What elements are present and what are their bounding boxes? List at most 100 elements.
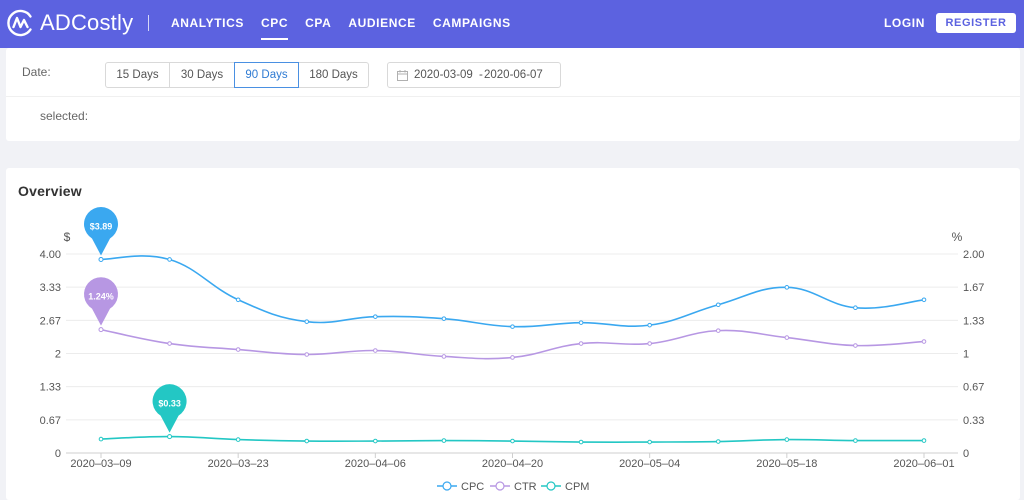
data-point-cpc xyxy=(373,314,378,319)
data-point-ctr xyxy=(373,348,378,353)
range-180-days-button[interactable]: 180 Days xyxy=(298,62,369,88)
date-range-buttons: 15 Days 30 Days 90 Days 180 Days xyxy=(105,62,369,88)
marker-point-cpc xyxy=(98,256,104,262)
x-tick-label: 2020–04–06 xyxy=(345,458,406,470)
data-point-ctr xyxy=(578,341,584,346)
y-left-unit-label: $ xyxy=(64,230,71,244)
data-point-ctr xyxy=(167,341,172,346)
x-tick-label: 2020–04–20 xyxy=(482,458,543,470)
data-point-cpm xyxy=(373,438,378,444)
data-point-cpc xyxy=(921,297,927,303)
marker-label-cpc: $3.89 xyxy=(90,221,113,231)
overview-title: Overview xyxy=(18,183,82,199)
calendar-icon xyxy=(397,70,408,81)
legend-symbol-cpm xyxy=(546,481,556,491)
nav-item-analytics[interactable]: ANALYTICS xyxy=(171,16,244,30)
range-90-days-button[interactable]: 90 Days xyxy=(234,62,299,88)
marker-point-ctr xyxy=(98,327,104,333)
series-line-cpc xyxy=(100,255,925,328)
date-filter-card: Date: 15 Days 30 Days 90 Days 180 Days 2020… xyxy=(6,48,1020,141)
x-tick-label: 2020–05–04 xyxy=(619,458,680,470)
brand-name: ADCostly xyxy=(40,10,134,35)
nav-item-cpa[interactable]: CPA xyxy=(305,16,332,30)
data-point-cpm xyxy=(578,439,584,445)
marker-label-cpm: $0.33 xyxy=(158,399,181,409)
marker-point-cpm xyxy=(167,434,173,440)
y-left-tick-label: 4.00 xyxy=(40,249,61,261)
marker-pin-cpm xyxy=(152,384,187,433)
nav-item-campaigns[interactable]: CAMPAIGNS xyxy=(432,16,511,30)
y-left-tick-label: 0 xyxy=(55,448,61,460)
data-point-ctr xyxy=(304,352,310,357)
data-point-cpc xyxy=(784,285,790,290)
data-point-cpm xyxy=(715,439,721,444)
nav-item-audience[interactable]: AUDIENCE xyxy=(348,16,416,30)
y-left-tick-label: 3.33 xyxy=(40,282,61,294)
y-right-tick-label: 0.67 xyxy=(963,382,984,394)
data-point-cpm xyxy=(853,438,858,443)
date-separator: - xyxy=(479,69,483,81)
data-point-cpm xyxy=(235,437,241,442)
date-label: Date: xyxy=(22,65,51,79)
data-point-cpm xyxy=(921,438,927,443)
y-left-tick-label: 2.67 xyxy=(40,315,61,327)
y-left-tick-label: 0.67 xyxy=(40,415,61,427)
register-button[interactable]: REGISTER xyxy=(936,13,1016,33)
marker-pin-ctr xyxy=(84,277,119,326)
data-point-ctr xyxy=(647,341,652,346)
legend-symbol-cpc xyxy=(442,481,452,491)
y-right-tick-label: 0 xyxy=(963,448,969,460)
legend-label-cpm: CPM xyxy=(565,481,589,493)
x-tick-label: 2020–03–09 xyxy=(70,458,131,470)
overview-card: Overview xyxy=(6,168,1020,500)
data-point-ctr xyxy=(235,347,241,352)
date-to: 2020-06-07 xyxy=(484,69,543,81)
data-point-ctr xyxy=(853,343,858,348)
data-point-cpc xyxy=(441,316,447,321)
data-point-cpc xyxy=(235,297,241,303)
nav-item-cpc[interactable]: CPC xyxy=(260,0,289,48)
data-point-cpm xyxy=(784,437,790,442)
filter-divider xyxy=(6,96,1020,97)
x-tick-label: 2020–03–23 xyxy=(208,458,269,470)
legend-label-cpc: CPC xyxy=(461,481,484,493)
data-point-cpm xyxy=(98,436,104,442)
data-point-cpm xyxy=(304,438,310,444)
legend-symbol-ctr xyxy=(495,481,505,491)
legend-label-ctr: CTR xyxy=(514,481,537,493)
data-point-cpc xyxy=(304,319,310,324)
x-tick-label: 2020–05–18 xyxy=(756,458,817,470)
main-nav: ANALYTICS CPC CPA AUDIENCE CAMPAIGNS xyxy=(171,0,528,48)
data-point-cpc xyxy=(715,302,721,308)
data-point-cpc xyxy=(647,322,652,328)
login-link[interactable]: LOGIN xyxy=(884,16,925,30)
range-30-days-button[interactable]: 30 Days xyxy=(169,62,235,88)
series-line-ctr xyxy=(100,328,925,360)
data-point-ctr xyxy=(510,355,515,360)
y-right-tick-label: 2.00 xyxy=(963,249,984,261)
nav-separator xyxy=(148,15,149,31)
data-point-cpm xyxy=(510,438,515,444)
data-point-cpc xyxy=(510,324,515,329)
brand-logo[interactable]: ADCostly xyxy=(6,8,133,38)
date-range-picker[interactable]: 2020-03-09 - 2020-06-07 xyxy=(387,62,561,88)
y-right-tick-label: 1 xyxy=(963,349,969,361)
y-right-tick-label: 0.33 xyxy=(963,415,984,427)
y-left-tick-label: 2 xyxy=(55,349,61,361)
x-tick-label: 2020–06–01 xyxy=(893,458,954,470)
adcostly-logo-icon xyxy=(7,9,32,37)
data-point-cpc xyxy=(853,305,858,311)
date-from: 2020-03-09 xyxy=(414,69,473,81)
marker-label-ctr: 1.24% xyxy=(88,292,114,302)
y-right-tick-label: 1.33 xyxy=(963,315,984,327)
data-point-ctr xyxy=(715,328,721,333)
marker-pin-cpc xyxy=(84,207,118,256)
y-right-tick-label: 1.67 xyxy=(963,282,984,294)
y-left-tick-label: 1.33 xyxy=(40,382,61,394)
data-point-ctr xyxy=(784,335,790,340)
data-point-cpc xyxy=(578,320,584,325)
top-navbar: ADCostly ANALYTICS CPC CPA AUDIENCE CAMPAIGN… xyxy=(0,0,1024,48)
data-point-cpm xyxy=(441,438,447,443)
data-point-ctr xyxy=(921,339,927,344)
